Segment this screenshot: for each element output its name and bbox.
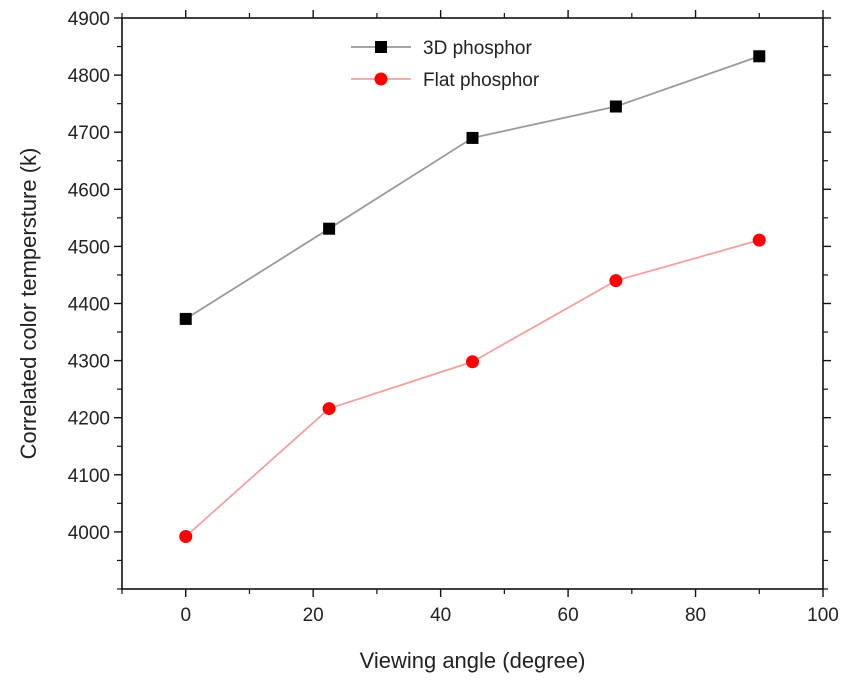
series-line: [185, 55, 760, 320]
x-tick-label: 60: [558, 605, 579, 626]
legend-marker: [375, 41, 387, 53]
data-point: [322, 402, 336, 416]
y-tick-label: 4300: [68, 352, 110, 373]
y-tick-label: 4900: [68, 9, 110, 30]
y-tick-label: 4400: [68, 295, 110, 316]
data-point: [179, 312, 192, 325]
y-tick-label: 4000: [68, 523, 110, 544]
x-tick-label: 0: [180, 605, 191, 626]
plot-frame: [121, 17, 824, 590]
legend-label: 3D phosphor: [423, 38, 532, 59]
data-point: [609, 274, 623, 288]
legend: 3D phosphor Flat phosphor: [351, 38, 540, 91]
x-tick-label: 80: [685, 605, 706, 626]
y-tick-label: 4100: [68, 466, 110, 487]
y-axis-title: Correlated color tempersture (k): [16, 148, 41, 460]
data-point: [752, 233, 766, 247]
data-point: [179, 529, 193, 543]
y-tick-label: 4700: [68, 123, 110, 144]
legend-marker: [374, 72, 388, 86]
y-tick-label: 4500: [68, 237, 110, 258]
axes: 0 20 40 60 80 100 4000 4100 4200 4300 4400 4500 4600…: [68, 9, 839, 626]
x-tick-label: 20: [303, 605, 324, 626]
x-tick-label: 100: [807, 605, 839, 626]
data-point: [466, 355, 479, 369]
y-tick-label: 4800: [68, 66, 110, 87]
y-tick-label: 4600: [68, 180, 110, 201]
y-tick-label: 4200: [68, 409, 110, 430]
data-point: [753, 50, 766, 63]
legend-label: Flat phosphor: [423, 70, 540, 91]
plot-series: [179, 50, 766, 543]
data-point: [323, 222, 336, 235]
data-point: [609, 100, 622, 113]
x-tick-label: 40: [430, 605, 451, 626]
x-axis-title: Viewing angle (degree): [360, 648, 586, 673]
data-point: [466, 131, 479, 144]
series-line: [185, 239, 760, 538]
